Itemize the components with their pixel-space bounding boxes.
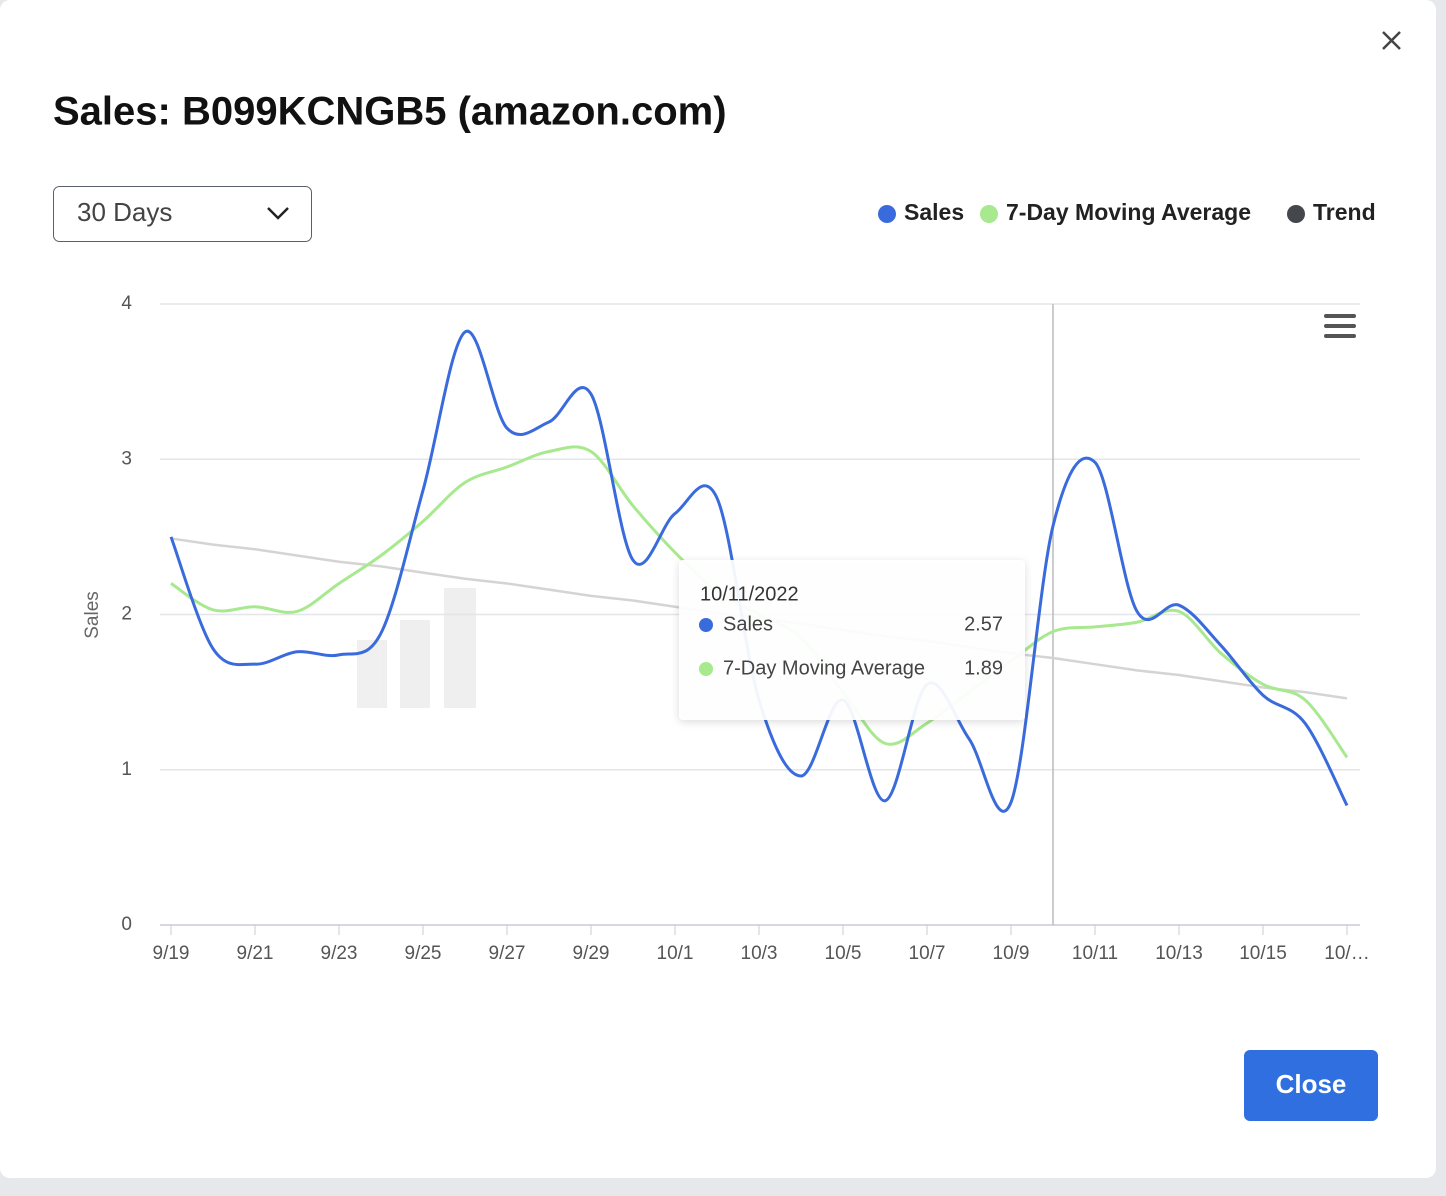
legend-label: Trend — [1313, 199, 1376, 225]
legend-marker — [878, 205, 896, 223]
x-tick-label: 10/11 — [1072, 943, 1118, 964]
x-tick-label: 9/25 — [405, 943, 442, 964]
x-tick-label: 10/13 — [1155, 943, 1203, 964]
tooltip-value: 2.57 — [964, 613, 1003, 635]
y-tick-label: 4 — [121, 293, 132, 314]
menu-icon[interactable] — [1324, 314, 1356, 338]
y-tick-label: 2 — [121, 604, 132, 625]
tooltip-marker — [699, 618, 713, 632]
x-tick-label: 9/21 — [237, 943, 274, 964]
y-tick-label: 0 — [121, 914, 132, 935]
tooltip-value: 1.89 — [964, 657, 1003, 679]
x-tick-label: 9/19 — [153, 943, 190, 964]
watermark-logo — [357, 588, 476, 708]
tooltip-marker — [699, 662, 713, 676]
close-button-label: Close — [1276, 1069, 1347, 1099]
close-icon[interactable] — [1382, 31, 1401, 50]
y-axis-label: Sales — [82, 591, 103, 639]
legend-label: Sales — [904, 199, 964, 225]
legend-label: 7-Day Moving Average — [1006, 199, 1251, 225]
y-tick-label: 1 — [121, 759, 132, 780]
x-tick-label: 10/9 — [993, 943, 1030, 964]
dropdown-arrow — [267, 207, 289, 220]
range-dropdown[interactable] — [53, 186, 312, 242]
x-tick-label: 10/3 — [741, 943, 778, 964]
chart: 0 1 2 3 4 Sales 9/19 9/21 9/23 9/25 9/27 9/29 10/1 10… — [82, 199, 1376, 964]
range-value: 30 Days — [77, 197, 172, 227]
tooltip-series: Sales — [723, 613, 773, 635]
tooltip — [679, 560, 1025, 720]
x-tick-label: 9/27 — [489, 943, 526, 964]
x-tick-label: 10/… — [1324, 943, 1369, 964]
x-tick-label: 10/7 — [909, 943, 946, 964]
close-button[interactable] — [1244, 1050, 1378, 1121]
tooltip-series: 7-Day Moving Average — [723, 657, 925, 679]
x-tick-label: 9/29 — [573, 943, 610, 964]
legend-marker — [980, 205, 998, 223]
modal-title: Sales: B099KCNGB5 (amazon.com) — [53, 90, 727, 134]
x-tick-label: 10/15 — [1239, 943, 1287, 964]
y-tick-label: 3 — [121, 448, 132, 469]
legend-marker — [1287, 205, 1305, 223]
x-tick-label: 9/23 — [321, 943, 358, 964]
tooltip-date: 10/11/2022 — [700, 583, 799, 605]
x-tick-label: 10/5 — [825, 943, 862, 964]
x-tick-label: 10/1 — [657, 943, 694, 964]
